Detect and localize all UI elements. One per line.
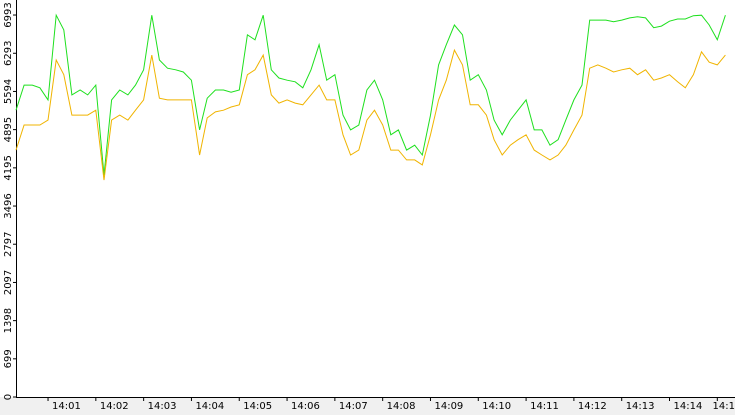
x-tick-label: 14:01 (52, 401, 81, 412)
x-axis-strip (0, 397, 735, 415)
x-tick-label: 14:1 (713, 401, 735, 412)
y-tick-label: 6993 (3, 2, 14, 27)
x-tick-label: 14:12 (578, 401, 607, 412)
y-tick-label: 4195 (3, 155, 14, 180)
y-tick-label: 2797 (3, 231, 14, 256)
x-tick-label: 14:08 (387, 401, 416, 412)
series-line (15, 13, 726, 176)
x-tick-label: 14:07 (339, 401, 368, 412)
x-tick-label: 14:02 (100, 401, 129, 412)
y-tick-label: 699 (3, 349, 14, 368)
x-tick-label: 14:05 (243, 401, 272, 412)
x-tick-label: 14:06 (291, 401, 320, 412)
x-tick-label: 14:03 (148, 401, 177, 412)
y-tick-label: 3496 (3, 193, 14, 218)
series-line (15, 48, 726, 181)
x-tick-label: 14:10 (482, 401, 511, 412)
x-tick-label: 14:09 (434, 401, 463, 412)
x-tick-label: 14:14 (674, 401, 703, 412)
x-tick-label: 14:04 (195, 401, 224, 412)
x-tick-label: 14:11 (530, 401, 559, 412)
y-tick-label: 0 (3, 394, 14, 400)
x-tick-label: 14:13 (626, 401, 655, 412)
y-tick-label: 1398 (3, 308, 14, 333)
y-tick-label: 4895 (3, 117, 14, 142)
y-tick-label: 5594 (3, 79, 14, 104)
y-tick-label: 2097 (3, 270, 14, 295)
y-tick-label: 6293 (3, 41, 14, 66)
